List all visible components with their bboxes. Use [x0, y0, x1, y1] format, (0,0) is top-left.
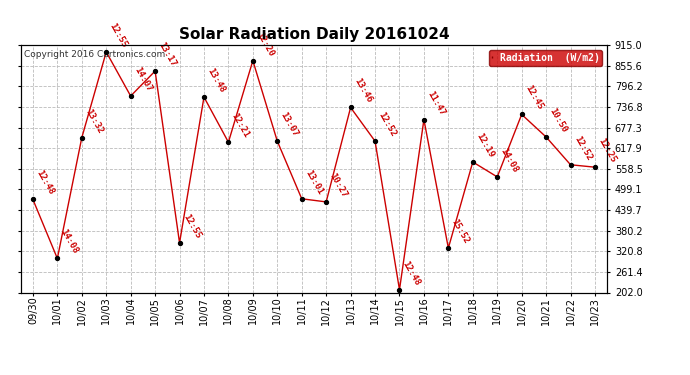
Text: 13:07: 13:07 — [279, 111, 300, 138]
Title: Solar Radiation Daily 20161024: Solar Radiation Daily 20161024 — [179, 27, 449, 42]
Point — [52, 255, 63, 261]
Point — [516, 111, 527, 117]
Text: 10:27: 10:27 — [328, 171, 348, 199]
Text: 10:50: 10:50 — [547, 106, 569, 134]
Point — [540, 134, 551, 140]
Point — [589, 164, 600, 170]
Point — [345, 105, 356, 111]
Point — [223, 139, 234, 145]
Text: 12:52: 12:52 — [377, 111, 397, 138]
Point — [418, 117, 429, 123]
Point — [467, 159, 478, 165]
Text: 12:21: 12:21 — [230, 112, 251, 140]
Text: 14:07: 14:07 — [132, 66, 153, 93]
Point — [247, 58, 258, 64]
Text: 13:17: 13:17 — [157, 40, 178, 68]
Text: 12:55: 12:55 — [181, 212, 202, 240]
Point — [443, 245, 454, 251]
Text: 14:08: 14:08 — [499, 146, 520, 174]
Text: Copyright 2016 Cartronics.com: Copyright 2016 Cartronics.com — [23, 50, 165, 59]
Text: 14:08: 14:08 — [59, 228, 80, 256]
Point — [370, 138, 381, 144]
Text: 12:19: 12:19 — [474, 131, 495, 159]
Point — [150, 68, 161, 74]
Point — [77, 135, 88, 141]
Text: 12:25: 12:25 — [596, 136, 618, 164]
Point — [394, 287, 405, 293]
Point — [492, 174, 503, 180]
Point — [125, 93, 136, 99]
Point — [321, 199, 332, 205]
Text: 13:32: 13:32 — [83, 107, 104, 135]
Point — [296, 196, 307, 202]
Point — [272, 138, 283, 144]
Point — [565, 162, 576, 168]
Point — [101, 49, 112, 55]
Text: 13:46: 13:46 — [352, 77, 373, 105]
Legend: Radiation  (W/m2): Radiation (W/m2) — [489, 50, 602, 66]
Text: 12:48: 12:48 — [34, 169, 55, 197]
Text: 15:52: 15:52 — [450, 217, 471, 245]
Text: 12:48: 12:48 — [401, 259, 422, 287]
Text: 12:52: 12:52 — [572, 134, 593, 162]
Text: 13:48: 13:48 — [206, 66, 226, 94]
Text: 11:47: 11:47 — [425, 89, 446, 117]
Point — [174, 240, 185, 246]
Text: 12:55: 12:55 — [108, 21, 129, 49]
Text: 12:45: 12:45 — [523, 84, 544, 112]
Point — [28, 196, 39, 202]
Text: 13:01: 13:01 — [303, 168, 324, 196]
Point — [199, 94, 210, 100]
Text: 12:20: 12:20 — [254, 30, 275, 58]
